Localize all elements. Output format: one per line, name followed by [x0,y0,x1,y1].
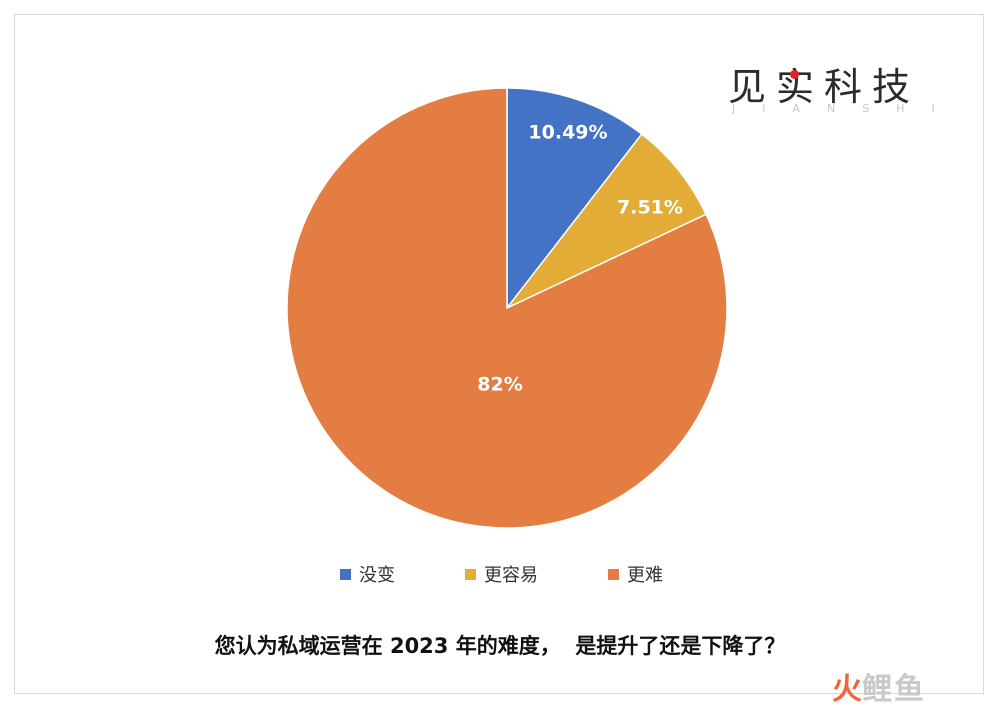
slice-label-2: 7.51% [617,197,683,219]
watermark-logo: 火鲤鱼 [832,664,926,708]
watermark-text: 鲤鱼 [862,672,926,707]
slice-label-1: 10.49% [528,122,607,144]
pie-slice-2 [506,133,708,309]
slice-label-3: 82% [477,374,522,396]
pie-slice-3 [286,87,728,529]
chart-frame [14,14,984,694]
legend-label: 更难 [627,565,663,586]
legend-item-3: 更难 [608,561,663,587]
watermark-fire: 火 [832,672,862,707]
brand-logo: 见实科技 JIANSHI [728,56,938,122]
chart-legend: 没变 更容易 更难 [340,562,663,586]
logo-subtext: JIANSHI [732,102,962,115]
legend-item-1: 没变 [340,561,395,587]
pie-slice-1 [506,87,643,311]
chart-title: 您认为私域运营在 2023 年的难度， 是提升了还是下降了？ [214,634,786,658]
legend-swatch [608,568,619,580]
legend-label: 没变 [359,565,395,586]
legend-swatch [465,568,476,580]
legend-label: 更容易 [484,565,538,586]
logo-red-dot [790,70,799,79]
legend-swatch [340,568,351,580]
legend-item-2: 更容易 [465,561,538,587]
logo-text: 见实科技 [728,65,921,109]
